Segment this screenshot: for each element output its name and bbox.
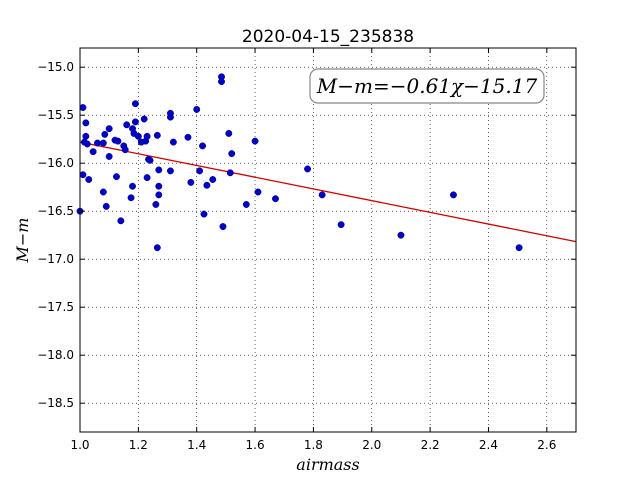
y-tick-label: −18.5 bbox=[37, 396, 74, 410]
data-point bbox=[79, 171, 87, 179]
data-point bbox=[272, 195, 279, 203]
y-tick-labels: −15.0 −15.5 −16.0 −16.5 −17.0 −17.5 −18.0 −18.5 bbox=[37, 60, 74, 410]
data-point bbox=[184, 133, 192, 141]
data-point bbox=[131, 100, 139, 108]
data-point bbox=[152, 201, 160, 208]
data-point bbox=[94, 139, 101, 147]
data-point bbox=[121, 146, 129, 154]
data-point bbox=[127, 194, 135, 202]
data-point bbox=[228, 150, 236, 158]
data-point bbox=[79, 104, 87, 111]
x-tick-label: 1.2 bbox=[129, 438, 148, 452]
x-tick-labels: 1.0 1.2 1.4 1.6 1.8 2.0 2.2 2.4 2.6 bbox=[70, 438, 556, 452]
fit-line bbox=[79, 141, 577, 243]
x-tick-label: 2.4 bbox=[479, 438, 498, 452]
data-point bbox=[153, 244, 161, 252]
fit-equation-text: M−m=−0.61χ−15.17 bbox=[316, 74, 538, 98]
y-tick-label: −16.0 bbox=[37, 156, 74, 170]
data-point bbox=[83, 140, 91, 148]
data-point bbox=[169, 138, 177, 146]
data-point bbox=[153, 131, 161, 139]
data-point bbox=[397, 231, 405, 239]
y-tick-label: −15.0 bbox=[37, 60, 74, 74]
fit-line-layer bbox=[79, 141, 577, 243]
data-point bbox=[166, 109, 174, 117]
data-point bbox=[242, 201, 250, 208]
data-point bbox=[200, 210, 208, 218]
y-tick-label: −17.5 bbox=[37, 300, 74, 314]
data-point bbox=[187, 178, 195, 186]
data-point bbox=[113, 173, 120, 181]
data-point bbox=[196, 167, 204, 175]
chart-title: 2020-04-15_235838 bbox=[242, 27, 414, 47]
axis-ticks bbox=[79, 48, 576, 432]
y-axis-label: M−m bbox=[13, 218, 32, 264]
data-point bbox=[82, 119, 90, 127]
data-point bbox=[166, 167, 174, 175]
data-point bbox=[155, 182, 163, 190]
data-point bbox=[123, 121, 131, 129]
y-tick-label: −16.5 bbox=[37, 204, 74, 218]
x-tick-label: 1.4 bbox=[187, 438, 206, 452]
data-point bbox=[117, 217, 125, 225]
data-point bbox=[155, 166, 163, 174]
y-tick-label: −18.0 bbox=[37, 348, 74, 362]
y-tick-label: −17.0 bbox=[37, 252, 74, 266]
x-axis-label: airmass bbox=[296, 455, 359, 474]
x-tick-label: 2.2 bbox=[421, 438, 440, 452]
data-point bbox=[251, 137, 259, 145]
data-point bbox=[143, 174, 151, 182]
data-point bbox=[155, 191, 163, 199]
data-point bbox=[105, 125, 113, 133]
x-tick-label: 2.6 bbox=[537, 438, 556, 452]
x-tick-label: 1.0 bbox=[70, 438, 89, 452]
data-point bbox=[99, 139, 107, 147]
data-point bbox=[203, 181, 211, 189]
data-point bbox=[85, 176, 93, 183]
data-point bbox=[143, 132, 151, 140]
x-tick-label: 1.8 bbox=[304, 438, 323, 452]
data-point bbox=[102, 202, 110, 210]
data-point bbox=[218, 78, 225, 86]
data-point bbox=[515, 244, 523, 252]
x-tick-label: 2.0 bbox=[362, 438, 381, 452]
data-point bbox=[129, 182, 136, 190]
data-point bbox=[337, 221, 345, 229]
x-tick-label: 1.6 bbox=[246, 438, 265, 452]
data-point bbox=[82, 132, 90, 140]
data-point bbox=[134, 132, 142, 140]
data-point bbox=[99, 188, 107, 196]
plot-frame bbox=[79, 47, 577, 433]
data-point bbox=[450, 191, 457, 199]
data-point bbox=[209, 176, 217, 183]
data-point bbox=[114, 137, 122, 145]
data-point bbox=[318, 191, 326, 199]
data-point bbox=[254, 188, 262, 196]
y-tick-label: −15.5 bbox=[37, 108, 74, 122]
data-point bbox=[219, 223, 227, 231]
data-point bbox=[193, 105, 201, 113]
fit-equation-frame bbox=[309, 68, 545, 104]
data-point bbox=[146, 156, 154, 164]
data-point bbox=[101, 130, 109, 138]
data-point bbox=[89, 148, 97, 156]
data-point bbox=[226, 169, 234, 177]
data-point bbox=[140, 115, 148, 123]
data-point bbox=[105, 153, 113, 160]
scatter-points bbox=[76, 73, 523, 252]
data-point bbox=[199, 142, 206, 150]
fit-equation-box: M−m=−0.61χ−15.17 bbox=[309, 68, 545, 104]
data-point bbox=[304, 165, 312, 173]
data-point bbox=[131, 118, 139, 126]
data-point bbox=[225, 129, 233, 137]
